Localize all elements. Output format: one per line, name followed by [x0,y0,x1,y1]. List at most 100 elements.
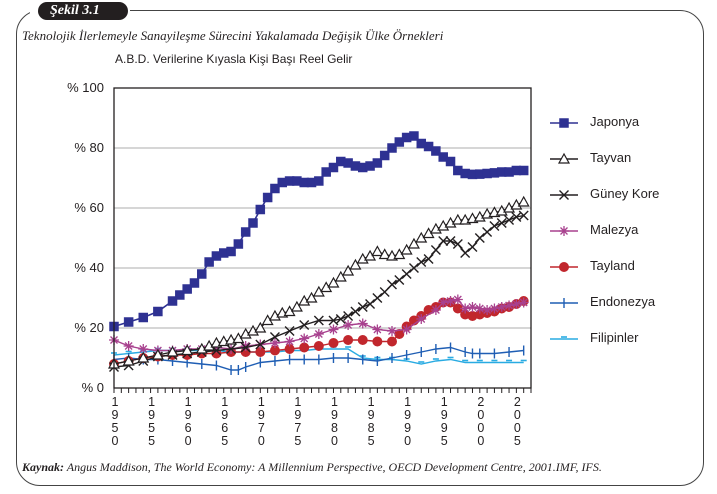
data-point-tayvan [122,354,135,366]
data-point-guney-kore [240,342,251,353]
data-point-tayland [387,336,397,347]
data-point-tayvan [327,276,340,288]
data-point-tayland [313,341,324,351]
data-point-tayland [372,336,383,347]
data-point-japonya [167,296,178,306]
data-point-malezya [240,341,251,351]
data-point-tayland [343,335,354,345]
grid-layer [114,147,531,329]
data-point-tayvan [151,348,164,360]
data-point-malezya [518,297,529,308]
data-point-japonya [409,131,419,141]
data-point-japonya [328,162,339,173]
data-point-guney-kore [394,275,405,285]
data-point-japonya [175,290,185,300]
legend-swatch-filipinler [550,336,578,340]
data-point-guney-kore [335,314,346,324]
data-point-japonya [240,227,251,237]
y-tick-label: % 0 [82,380,104,395]
data-point-guney-kore [269,332,280,342]
data-point-malezya [387,326,397,336]
data-point-malezya [504,300,515,311]
data-point-malezya [416,314,427,324]
data-point-japonya [431,146,441,156]
data-point-tayvan [371,245,384,257]
legend-label: Filipinler [590,330,639,345]
data-point-guney-kore [299,320,310,330]
data-point-guney-kore [416,257,427,267]
data-point-japonya [518,165,529,176]
data-point-tayvan [181,344,194,356]
data-point-tayland [299,342,310,353]
data-point-japonya [255,204,266,215]
legend-item-guney-kore: Güney Kore [548,184,708,204]
series-tayvan [107,195,530,369]
data-point-guney-kore [518,210,529,221]
data-point-malezya [430,305,441,315]
data-point-guney-kore [313,315,324,326]
series-japonya [109,131,529,332]
data-point-guney-kore [504,215,515,225]
legend-swatch-guney-kore [550,190,578,200]
data-point-tayvan [290,300,303,312]
data-point-tayvan [517,195,530,207]
legend-swatch-tayland [550,262,578,272]
data-point-malezya [284,336,295,347]
data-point-malezya [438,297,449,308]
source-text: Angus Maddison, The World Economy: A Mil… [66,460,602,474]
y-tick-label: % 20 [74,320,104,335]
source-label: Kaynak: [22,460,64,474]
data-point-tayvan [349,258,362,270]
legend-swatch-endonezya [550,298,578,308]
data-point-malezya [467,302,478,312]
data-point-tayvan [137,351,150,363]
data-point-malezya [138,344,149,354]
legend-marker [559,226,569,236]
axis-layer: % 0 % 20 % 40 % 60 % 80 % 100 1 9 5 0 1 9 5 5 1 9 6 0 1 9 6 5… [67,80,532,448]
data-point-malezya [482,305,493,315]
data-point-japonya [226,246,236,257]
data-point-guney-kore [430,245,441,255]
data-point-malezya [511,299,522,309]
legend-label: Japonya [590,114,640,129]
legend-swatch-tayvan [550,152,578,164]
data-point-malezya [269,338,280,348]
data-point-japonya [445,156,456,167]
data-point-japonya [248,218,258,228]
legend-item-japonya: Japonya [548,112,708,132]
data-point-malezya [460,303,471,314]
data-point-japonya [123,317,134,327]
data-point-guney-kore [408,263,419,273]
data-point-japonya [189,278,200,288]
data-point-malezya [489,303,500,314]
data-point-japonya [138,312,149,323]
legend-item-filipinler: Filipinler [548,328,708,348]
data-point-japonya [270,183,280,194]
legend-label: Güney Kore [590,186,660,201]
data-point-japonya [387,143,397,153]
y-tick-label: % 60 [74,200,104,215]
series-layer [107,131,530,375]
plot-border [113,87,532,389]
data-point-guney-kore [467,242,478,252]
legend-label: Malezya [590,222,639,237]
data-point-guney-kore [474,233,485,243]
data-point-japonya [379,150,390,161]
data-point-malezya [328,324,339,335]
data-point-guney-kore [423,254,434,264]
figure-badge: Şekil 3.1 [38,2,128,20]
series-line-tayvan [113,201,524,365]
data-point-malezya [445,296,456,306]
data-point-malezya [357,318,368,329]
data-point-guney-kore [460,248,471,258]
